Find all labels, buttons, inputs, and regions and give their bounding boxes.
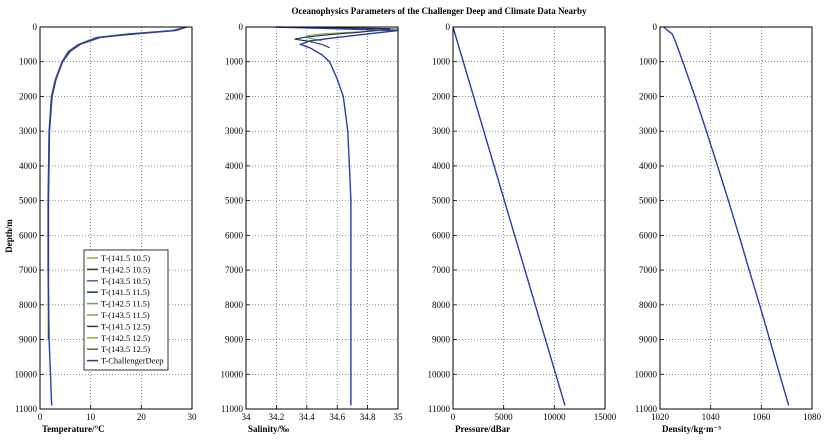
x-axis-label: Pressure/dBar: [455, 424, 510, 434]
y-tick-label: 4000: [432, 161, 451, 171]
panel-temperature: 0 10 20 30 0 1000 2000 3000 4000 5000 6000 7000 8000…: [15, 22, 198, 434]
depth-axis-label: Depth/m: [4, 219, 14, 253]
x-tick-label: 10: [86, 412, 96, 422]
plot-frame: [39, 26, 193, 410]
y-tick-label: 9000: [19, 335, 38, 345]
y-tick-label: 7000: [432, 265, 451, 275]
x-tick-label: 1060: [752, 412, 771, 422]
y-tick-label: 9000: [639, 335, 658, 345]
legend-entry: T-(143.5 12.5): [101, 344, 150, 354]
legend-entry: T-(142.5 11.5): [101, 299, 150, 309]
series-line-challenger: [452, 26, 566, 406]
legend-entry: T-(143.5 10.5): [101, 276, 150, 286]
x-tick-label: 1040: [702, 412, 721, 422]
y-tick-label: 0: [446, 22, 451, 32]
series-line-challenger: [663, 26, 790, 406]
legend-entry: T-(142.5 10.5): [101, 264, 150, 274]
figure-title: Oceanophysics Parameters of the Challeng…: [291, 6, 587, 16]
x-tick-label: 34.2: [269, 412, 285, 422]
x-tick-label: 0: [38, 412, 43, 422]
y-tick-label: 10000: [15, 369, 38, 379]
series-line-challenger: [47, 26, 188, 406]
x-axis-label: Density/kg·m⁻³: [662, 424, 721, 434]
x-tick-label: 34.6: [329, 412, 345, 422]
y-tick-label: 2000: [19, 91, 38, 101]
x-tick-label: 0: [451, 412, 456, 422]
x-tick-label: 1080: [803, 412, 822, 422]
legend-entry: T-(143.5 11.5): [101, 310, 150, 320]
y-tick-label: 1000: [432, 57, 451, 67]
y-tick-label: 5000: [19, 196, 38, 206]
y-tick-label: 2000: [432, 91, 451, 101]
y-tick-label: 3000: [432, 126, 451, 136]
x-tick-label: 34: [242, 412, 252, 422]
y-tick-label: 11000: [221, 404, 244, 414]
y-tick-label: 9000: [225, 335, 244, 345]
y-tick-label: 11000: [428, 404, 451, 414]
x-tick-label: 10000: [543, 412, 566, 422]
series-line-light: [291, 26, 399, 42]
y-tick-label: 8000: [639, 300, 658, 310]
y-tick-label: 2000: [639, 91, 658, 101]
plot-frame: [245, 26, 399, 410]
y-tick-label: 7000: [19, 265, 38, 275]
y-tick-label: 5000: [432, 196, 451, 206]
y-tick-label: 10000: [428, 369, 451, 379]
y-tick-label: 10000: [635, 369, 658, 379]
plot-frame: [659, 26, 813, 410]
x-axis-label: Salinity/‰: [248, 424, 289, 434]
y-tick-label: 0: [33, 22, 38, 32]
y-tick-label: 4000: [225, 161, 244, 171]
x-tick-label: 20: [137, 412, 147, 422]
plot-frame: [452, 26, 606, 410]
chart-panels: 0 10 20 30010002000300040005000600070008000…: [15, 22, 822, 434]
y-tick-label: 1000: [639, 57, 658, 67]
y-tick-label: 0: [239, 22, 244, 32]
legend-entry: T-(141.5 11.5): [101, 287, 150, 297]
y-tick-label: 7000: [225, 265, 244, 275]
panel-pressure: 0 5000 10000 15000 0 1000 2000 3000 4000 5000 6000…: [428, 22, 617, 434]
y-tick-label: 8000: [19, 300, 38, 310]
x-tick-label: 30: [188, 412, 198, 422]
y-tick-label: 2000: [225, 91, 244, 101]
legend-entry: T-ChallengerDeep: [101, 356, 163, 366]
x-axis-label: Temperature/°C: [42, 424, 105, 434]
legend: T-(141.5 10.5)T-(142.5 10.5) T-(143.5 10.…: [83, 249, 169, 371]
y-tick-label: 3000: [19, 126, 38, 136]
y-tick-label: 1000: [225, 57, 244, 67]
y-tick-label: 6000: [225, 230, 244, 240]
legend-entry: T-(141.5 10.5): [101, 253, 150, 263]
y-tick-label: 6000: [19, 230, 38, 240]
y-tick-label: 11000: [635, 404, 658, 414]
y-tick-label: 8000: [432, 300, 451, 310]
x-tick-label: 1020: [651, 412, 670, 422]
y-tick-label: 4000: [19, 161, 38, 171]
y-tick-label: 5000: [639, 196, 658, 206]
y-tick-label: 6000: [432, 230, 451, 240]
x-tick-label: 35: [394, 412, 404, 422]
y-tick-label: 3000: [225, 126, 244, 136]
x-tick-label: 34.8: [360, 412, 376, 422]
x-tick-label: 34.4: [299, 412, 315, 422]
y-tick-label: 7000: [639, 265, 658, 275]
y-tick-label: 9000: [432, 335, 451, 345]
panel-salinity: 34 34.2 34.4 34.6 34.8 35 0 1000 2000 3000 4000 500…: [221, 22, 404, 434]
y-tick-label: 0: [653, 22, 658, 32]
y-tick-label: 4000: [639, 161, 658, 171]
y-tick-label: 11000: [15, 404, 38, 414]
y-tick-label: 1000: [19, 57, 38, 67]
legend-entry: T-(141.5 12.5): [101, 321, 150, 331]
y-tick-label: 3000: [639, 126, 658, 136]
panel-density: 1020 1040 1060 1080 0 1000 2000 3000 4000 5000 600…: [635, 22, 822, 434]
y-tick-label: 8000: [225, 300, 244, 310]
x-tick-label: 15000: [594, 412, 617, 422]
x-tick-label: 5000: [495, 412, 514, 422]
y-tick-label: 5000: [225, 196, 244, 206]
y-tick-label: 6000: [639, 230, 658, 240]
series-line-challenger: [276, 26, 399, 406]
legend-entry: T-(142.5 12.5): [101, 333, 150, 343]
y-tick-label: 10000: [221, 369, 244, 379]
